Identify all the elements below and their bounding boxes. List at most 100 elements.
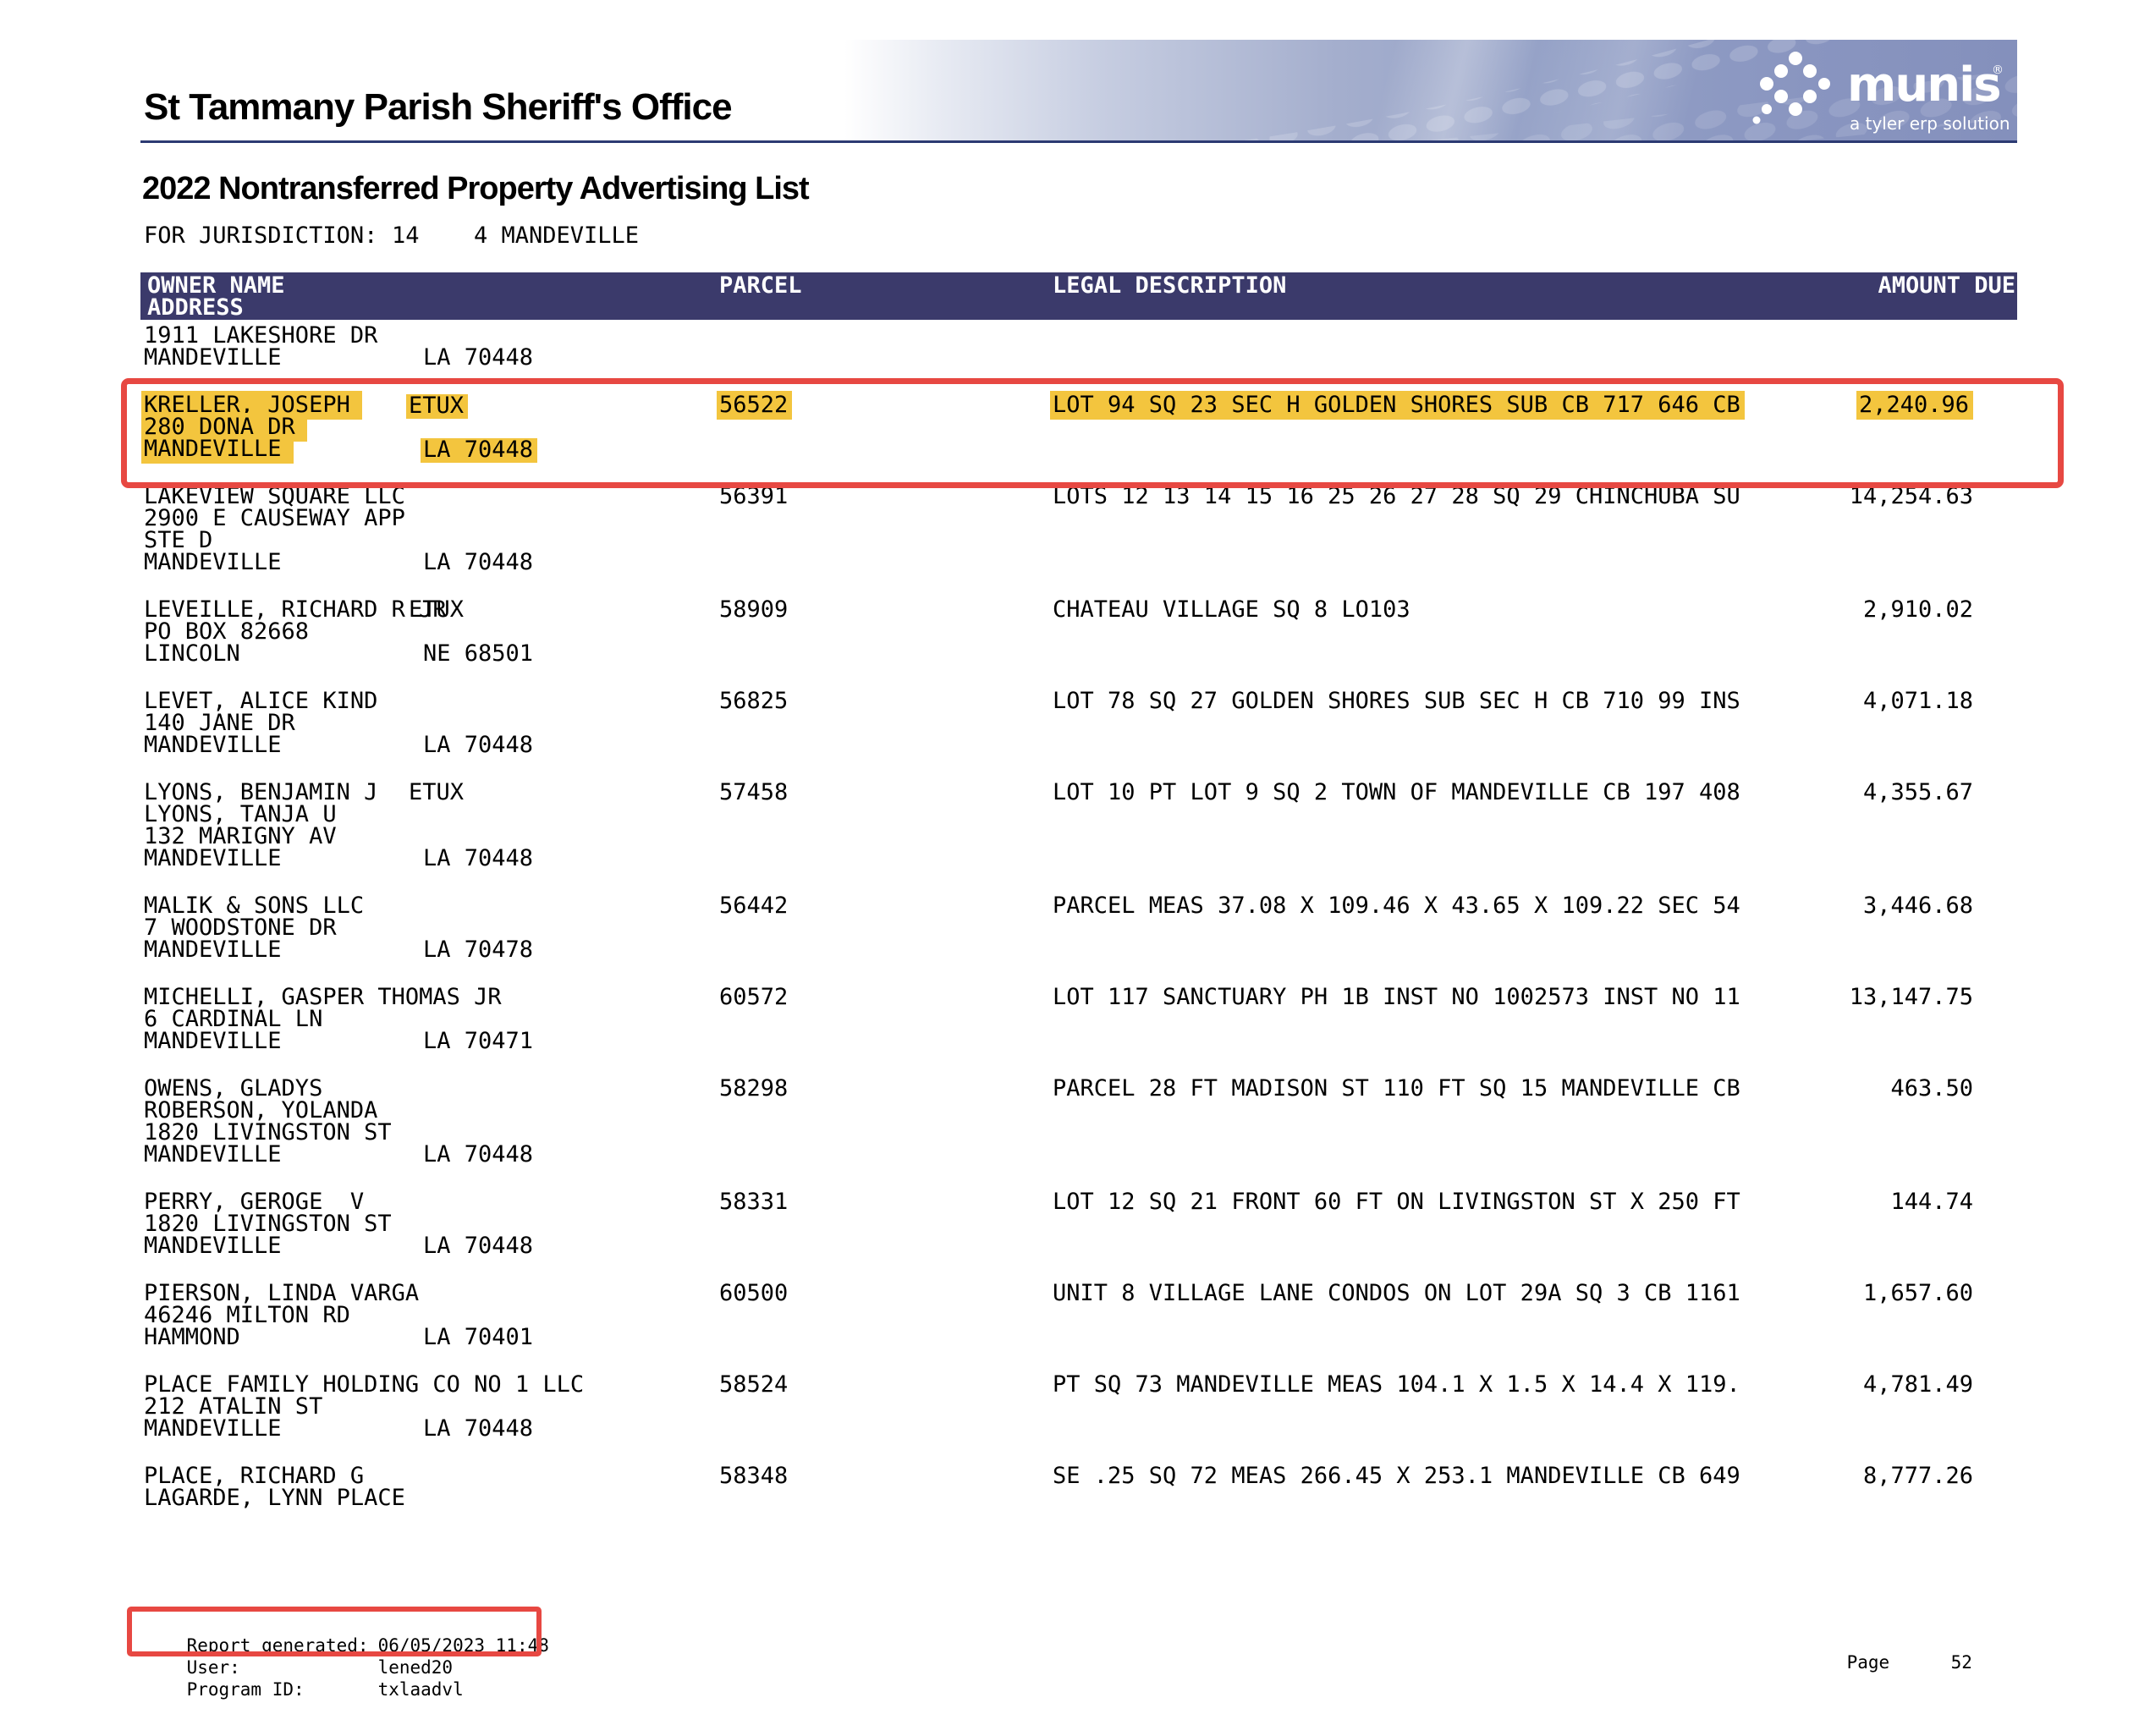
amount-due-cell: 144.74	[1890, 1189, 1973, 1215]
owner-address-line: LYONS, TANJA U	[144, 803, 337, 826]
owner-address-line: LEVET, ALICE KIND	[144, 688, 378, 714]
col-parcel: PARCEL	[719, 272, 802, 299]
state-zip-text: LA 70448	[423, 1233, 534, 1259]
registered-trademark-icon: ®	[1992, 63, 2004, 77]
amount-due-cell: 14,254.63	[1849, 483, 1973, 509]
agency-title: St Tammany Parish Sheriff's Office	[144, 86, 733, 128]
address-text: 2900 E CAUSEWAY APP	[144, 505, 405, 531]
owner-address-line: PIERSON, LINDA VARGA	[144, 1280, 420, 1306]
owner-address-line: PLACE, RICHARD G	[144, 1463, 365, 1489]
address-text: MANDEVILLE	[144, 1415, 282, 1442]
col-legal-description: LEGAL DESCRIPTION	[1053, 272, 1287, 299]
address-text: 6 CARDINAL LN	[144, 1006, 323, 1032]
legal-description-cell: LOT 78 SQ 27 GOLDEN SHORES SUB SEC H CB …	[1053, 688, 1740, 714]
jurisdiction-line: FOR JURISDICTION: 14 4 MANDEVILLE	[0, 222, 2139, 249]
owner-address-line: ROBERSON, YOLANDA	[144, 1097, 378, 1123]
munis-logo-text: munis	[1847, 58, 2002, 113]
legal-description-cell: CHATEAU VILLAGE SQ 8 LO103	[1053, 596, 1410, 623]
owner-address-line: 140 JANE DR	[144, 711, 295, 734]
address-text: MANDEVILLE	[144, 344, 282, 371]
parcel-cell: 58909	[719, 596, 789, 623]
state-zip-text: LA 70448	[423, 1415, 534, 1442]
legal-description-cell: LOT 10 PT LOT 9 SQ 2 TOWN OF MANDEVILLE …	[1053, 779, 1740, 805]
owner-address-line: LINCOLN NE 68501	[144, 640, 533, 667]
owner-name-text: PERRY, GEROGE V	[144, 1189, 365, 1215]
state-zip-text: LA 70448	[421, 438, 538, 463]
owner-address-line: 132 MARIGNY AV	[144, 823, 337, 849]
owner-address-line: MICHELLI, GASPER THOMAS JR	[144, 986, 502, 1008]
address-text: 212 ATALIN ST	[144, 1393, 323, 1420]
owner-address-line: LAGARDE, LYNN PLACE	[144, 1485, 405, 1511]
owner-name-text: OWENS, GLADYS	[144, 1075, 323, 1101]
parcel-cell: 58331	[719, 1189, 789, 1215]
owner-address-line: 1820 LIVINGSTON ST	[144, 1119, 392, 1145]
etux-text: ETUX	[409, 779, 465, 805]
owner-address-line: LYONS, BENJAMIN J ETUX	[144, 779, 464, 805]
owner-name-text: PIERSON, LINDA VARGA	[144, 1280, 420, 1306]
state-zip-text: LA 70448	[423, 549, 534, 575]
owner-name-text: LAKEVIEW SQUARE LLC	[144, 483, 405, 509]
owner-address-line: 7 WOODSTONE DR	[144, 916, 337, 939]
address-text: HAMMOND	[144, 1324, 240, 1350]
owner-address-line: PO BOX 82668	[144, 620, 309, 643]
col-owner-name: OWNER NAME	[147, 272, 285, 299]
owner-address-line: MANDEVILLE LA 70448	[141, 435, 538, 464]
address-text: ROBERSON, YOLANDA	[144, 1097, 378, 1123]
munis-banner: munis ® a tyler erp solution	[844, 40, 2017, 141]
state-zip-text: LA 70448	[423, 344, 534, 371]
state-zip-text: LA 70448	[423, 845, 534, 871]
state-zip-text: LA 70448	[423, 732, 534, 758]
address-text: MANDEVILLE	[144, 1141, 282, 1167]
owner-name-text: KRELLER, JOSEPH	[141, 391, 362, 420]
owner-name-text: MICHELLI, GASPER THOMAS JR	[144, 984, 502, 1010]
jurisdiction-code: 14	[392, 222, 420, 249]
owner-address-line: MALIK & SONS LLC	[144, 893, 365, 919]
legal-description-cell: PT SQ 73 MANDEVILLE MEAS 104.1 X 1.5 X 1…	[1053, 1371, 1740, 1398]
munis-logo-tagline: a tyler erp solution	[1850, 113, 2010, 134]
etux-text: ETUX	[406, 394, 469, 419]
banner-dot-arcs	[1238, 40, 2017, 141]
legal-description-cell: SE .25 SQ 72 MEAS 266.45 X 253.1 MANDEVI…	[1053, 1463, 1740, 1489]
owner-address-line: PLACE FAMILY HOLDING CO NO 1 LLC	[144, 1373, 584, 1396]
owner-address-line: MANDEVILLE LA 70478	[144, 938, 533, 961]
owner-address-line: 6 CARDINAL LN	[144, 1008, 322, 1030]
munis-dots-logo-icon	[1752, 52, 1830, 124]
address-text: LAGARDE, LYNN PLACE	[144, 1485, 405, 1511]
parcel-cell: 56522	[717, 391, 793, 420]
owner-name-text: 1911 LAKESHORE DR	[144, 322, 378, 349]
state-zip-text: LA 70478	[423, 937, 534, 963]
owner-address-line: LEVEILLE, RICHARD R JR ETUX	[144, 598, 464, 621]
amount-due-cell: 3,446.68	[1862, 893, 1973, 919]
owner-address-line: 1911 LAKESHORE DR	[144, 322, 378, 349]
col-amount-due: AMOUNT DUE	[1878, 272, 2015, 299]
parcel-cell: 58348	[719, 1463, 789, 1489]
address-text: LINCOLN	[144, 640, 240, 667]
report-title: 2022 Nontransferred Property Advertising…	[142, 171, 810, 206]
address-text: 1820 LIVINGSTON ST	[144, 1119, 392, 1145]
owner-address-line: 212 ATALIN ST	[144, 1393, 323, 1420]
owner-name-text: PLACE, RICHARD G	[144, 1463, 365, 1489]
address-text: 132 MARIGNY AV	[144, 823, 337, 849]
owner-address-line: PERRY, GEROGE V	[144, 1189, 365, 1215]
parcel-cell: 56391	[719, 483, 789, 509]
etux-text: ETUX	[409, 596, 465, 623]
owner-name-text: MALIK & SONS LLC	[144, 893, 365, 919]
address-text: MANDEVILLE	[144, 549, 282, 575]
owner-name-text: LYONS, BENJAMIN J	[144, 779, 378, 805]
page-label: Page	[1846, 1652, 1890, 1673]
state-zip-text: LA 70448	[423, 1141, 534, 1167]
col-address: ADDRESS	[147, 294, 244, 321]
owner-name-text: LEVET, ALICE KIND	[144, 688, 378, 714]
address-text: MANDEVILLE	[141, 435, 294, 464]
parcel-cell: 57458	[719, 779, 789, 805]
address-text: STE D	[144, 527, 213, 553]
program-id-label: Program ID:	[186, 1679, 305, 1700]
jurisdiction-name: 4 MANDEVILLE	[474, 222, 640, 249]
state-zip-text: LA 70471	[423, 1028, 534, 1054]
user-label: User:	[186, 1657, 240, 1678]
parcel-cell: 58524	[719, 1371, 789, 1398]
owner-address-line: MANDEVILLE LA 70448	[144, 733, 533, 756]
legal-description-cell: LOT 12 SQ 21 FRONT 60 FT ON LIVINGSTON S…	[1053, 1189, 1740, 1215]
parcel-cell: 56825	[719, 688, 789, 714]
